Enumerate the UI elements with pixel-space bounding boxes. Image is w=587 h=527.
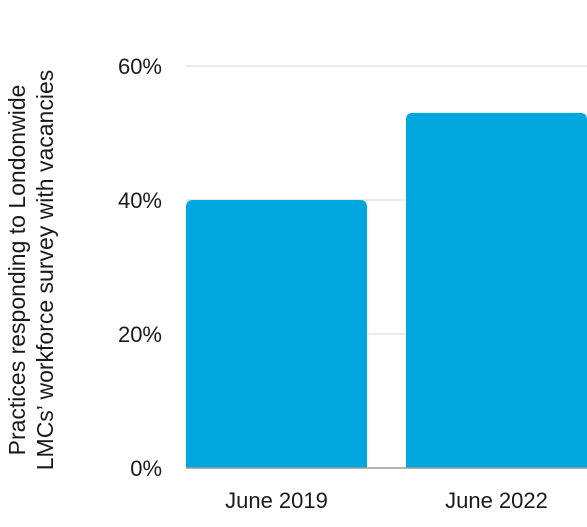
x-tick-label: June 2019 [225,488,328,513]
bar-june-2019 [186,200,367,468]
y-tick-label: 20% [118,322,162,347]
x-tick-labels: June 2019 June 2022 [225,488,548,513]
y-tick-label: 40% [118,188,162,213]
y-tick-label: 0% [130,456,162,481]
y-axis-title: Practices responding to Londonwide LMCs’… [4,70,58,471]
y-axis-title-line-1: Practices responding to Londonwide [4,85,30,456]
y-tick-labels: 0% 20% 40% 60% [118,54,162,481]
y-axis-title-line-2: LMCs’ workforce survey with vacancies [32,70,58,471]
bars [186,112,587,469]
y-tick-label: 60% [118,54,162,79]
x-tick-label: June 2022 [445,488,548,513]
bar-june-2022 [406,112,587,469]
